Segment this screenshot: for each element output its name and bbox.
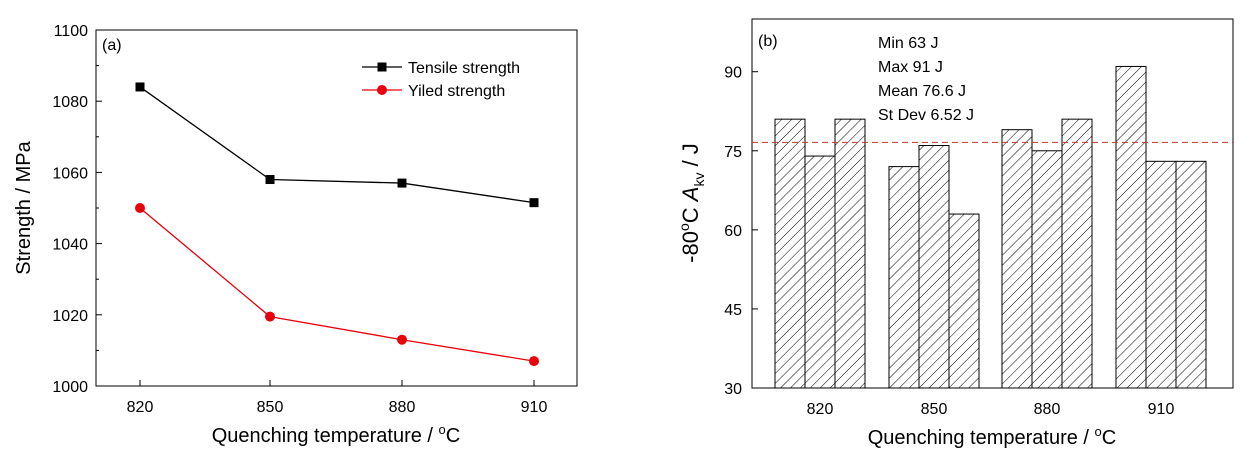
bar [948, 213, 980, 389]
stats-box-b: Min 63 J Max 91 J Mean 76.6 J St Dev 6.5… [878, 35, 974, 124]
x-tick-label-b: 880 [1034, 401, 1061, 418]
y-axis-label-b: -80oC Akv / J [676, 143, 707, 263]
stat-min: Min 63 J [878, 35, 938, 52]
panel-label-a: (a) [102, 37, 122, 54]
x-tick-label-a: 820 [127, 399, 154, 416]
bar [1061, 118, 1093, 389]
x-tick-label-a: 910 [521, 399, 548, 416]
data-point-circle [397, 334, 407, 345]
bar-layer-b [752, 65, 1233, 389]
x-tick-label-b: 910 [1148, 401, 1175, 418]
bar [918, 145, 950, 389]
x-axis-label-a: Quenching temperature / oC [212, 422, 460, 447]
data-point-circle [135, 203, 145, 213]
series-layer-a [135, 82, 539, 367]
y-tick-label-a: 1080 [52, 94, 88, 111]
data-point-circle [265, 311, 275, 322]
axis-ticks-a: 1000 1020 1040 1060 1080 1100 820 850 880 910 [52, 23, 547, 416]
legend-marker-square [377, 62, 387, 72]
bar [804, 155, 836, 389]
bar [1115, 65, 1147, 389]
legend-a: Tensile strength Yiled strength [362, 60, 520, 100]
x-axis-label-b: Quenching temperature / oC [868, 424, 1116, 449]
data-point-square [529, 198, 539, 208]
panel-label-b: (b) [758, 33, 778, 50]
y-tick-label-a: 1000 [52, 379, 88, 396]
legend-label: Yiled strength [408, 83, 505, 100]
bar [888, 166, 920, 389]
bar [1175, 160, 1207, 389]
x-tick-label-b: 820 [807, 401, 834, 418]
x-tick-label-b: 850 [921, 401, 948, 418]
y-tick-label-b: 60 [724, 223, 742, 240]
x-tick-label-a: 850 [257, 399, 284, 416]
bar [834, 118, 866, 389]
y-tick-label-a: 1040 [52, 237, 88, 254]
bar [1031, 150, 1063, 389]
axis-ticks-b: 30 45 60 75 90 820 850 880 910 [724, 65, 1174, 418]
x-tick-label-a: 880 [389, 399, 416, 416]
y-tick-label-a: 1020 [52, 308, 88, 325]
y-tick-label-b: 75 [724, 144, 742, 161]
series-line [139, 207, 535, 362]
y-tick-label-b: 90 [724, 65, 742, 82]
bar [1145, 160, 1177, 389]
y-tick-label-a: 1060 [52, 165, 88, 182]
legend-label: Tensile strength [408, 60, 520, 77]
stat-max: Max 91 J [878, 59, 943, 76]
plot-frame-b [751, 18, 1234, 389]
series-line [139, 86, 535, 204]
data-point-circle [529, 356, 539, 367]
impact-energy-chart: (b) Quenching temperature / oC -80oC Akv… [676, 18, 1234, 449]
strength-chart: (a) Quenching temperature / oC Strength … [13, 23, 578, 447]
y-axis-label-a: Strength / MPa [13, 140, 35, 274]
y-tick-label-b: 45 [724, 302, 742, 319]
data-point-square [397, 178, 407, 188]
bar [774, 118, 806, 389]
y-tick-label-a: 1100 [54, 23, 89, 40]
y-tick-label-b: 30 [724, 381, 742, 398]
data-point-square [135, 82, 145, 92]
stat-stdev: St Dev 6.52 J [878, 107, 974, 124]
stat-mean: Mean 76.6 J [878, 83, 966, 100]
legend-marker-circle [377, 85, 387, 95]
bar [1001, 129, 1033, 389]
data-point-square [265, 175, 275, 185]
